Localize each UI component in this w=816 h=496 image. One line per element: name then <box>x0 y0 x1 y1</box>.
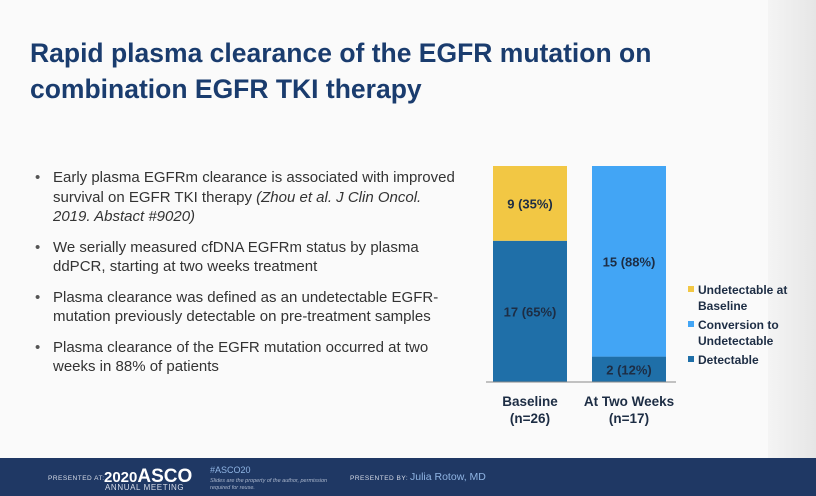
category-label: (n=26) <box>510 411 550 426</box>
presenter-name: Julia Rotow, MD <box>410 471 486 483</box>
bullet-item: Early plasma EGFRm clearance is associat… <box>34 168 459 227</box>
bar-segment <box>493 166 567 241</box>
legend-label: Undetectable at <box>698 283 787 297</box>
stacked-bar-chart: 17 (65%) 9 (35%) Baseline (n=26) 2 (12%) 15 (… <box>486 166 787 426</box>
bullet-text: Early plasma EGFRm clearance is associat… <box>53 169 455 206</box>
footer-bar: PRESENTED AT: 2020ASCO ANNUAL MEETING #A… <box>0 458 816 496</box>
slide-title: Rapid plasma clearance of the EGFR mutat… <box>30 38 652 104</box>
presented-by-label: PRESENTED BY: <box>350 475 409 482</box>
legend-label: Conversion to <box>698 318 779 332</box>
bullet-list: Early plasma EGFRm clearance is associat… <box>34 168 459 388</box>
bullet-item: Plasma clearance was defined as an undet… <box>34 288 459 327</box>
category-label: (n=17) <box>609 411 649 426</box>
meeting-logo: 2020ASCO <box>104 466 192 488</box>
slide-edge-shadow <box>768 0 816 458</box>
legend-swatch <box>688 286 694 292</box>
data-label: 2 (12%) <box>606 362 652 377</box>
bullet-item: Plasma clearance of the EGFR mutation oc… <box>34 338 459 377</box>
annual-meeting-label: ANNUAL MEETING <box>105 483 185 492</box>
presented-at-label: PRESENTED AT: <box>48 475 105 482</box>
bar-segment <box>493 240 567 382</box>
data-label: 17 (65%) <box>504 304 557 319</box>
legend-label: Detectable <box>698 353 759 367</box>
bullet-citation: (Zhou et al. J Clin Oncol. 2019. Abstact… <box>53 188 422 226</box>
legend-label: Baseline <box>698 299 748 313</box>
asco-wordmark: ASCO <box>137 466 193 487</box>
disclaimer-text: Slides are the property of the author, p… <box>210 478 328 491</box>
bullet-item: We serially measured cfDNA EGFRm status … <box>34 238 459 277</box>
legend-swatch <box>688 356 694 362</box>
bullet-text: We serially measured cfDNA EGFRm status … <box>53 238 419 276</box>
bullet-text: Plasma clearance was defined as an undet… <box>53 288 439 326</box>
bullet-text: Plasma clearance of the EGFR mutation oc… <box>53 338 429 376</box>
category-label: At Two Weeks <box>584 394 674 409</box>
legend-swatch <box>688 321 694 327</box>
data-label: 15 (88%) <box>603 254 656 269</box>
legend-label: Undetectable <box>698 334 774 348</box>
bar-segment <box>592 356 666 382</box>
meeting-year: 2020 <box>104 469 138 486</box>
category-label: Baseline <box>502 394 558 409</box>
data-label: 9 (35%) <box>507 196 553 211</box>
hashtag: #ASCO20 <box>210 465 251 475</box>
bar-segment <box>592 166 666 357</box>
